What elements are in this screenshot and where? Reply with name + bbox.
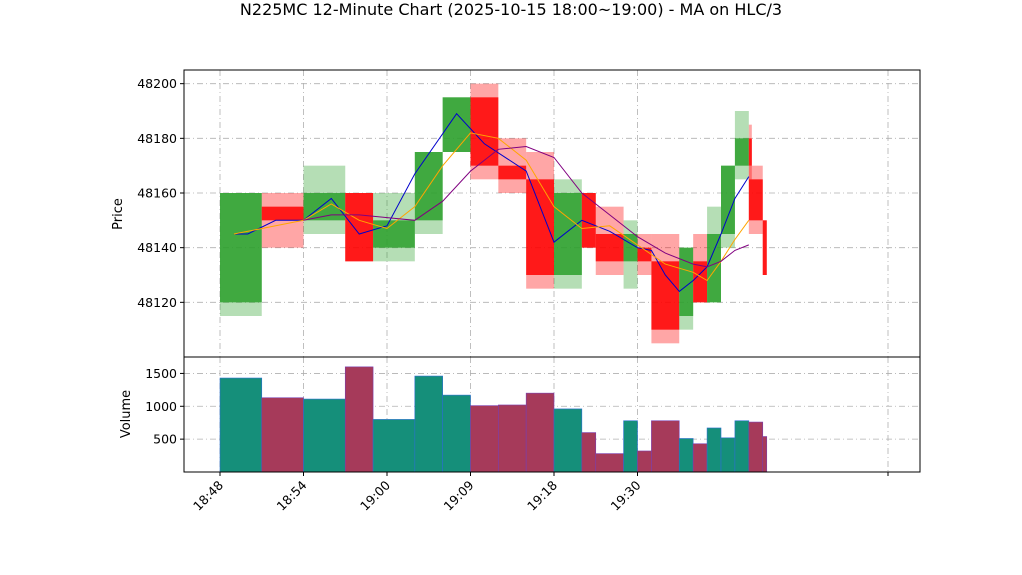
price-tick-label: 48180 xyxy=(137,131,177,146)
candle-body xyxy=(651,261,680,330)
candle xyxy=(748,124,752,180)
candle-body xyxy=(721,165,735,234)
volume-bar xyxy=(720,437,736,473)
price-tick-label: 48120 xyxy=(137,295,177,310)
x-tick-label: 18:48 xyxy=(190,477,226,513)
candle xyxy=(693,234,708,303)
volume-bar xyxy=(637,450,652,473)
volume-bar xyxy=(595,453,624,473)
price-tick-label: 48160 xyxy=(137,186,177,201)
price-axis: 48120 48140 48160 48180 48200 xyxy=(137,76,184,310)
candle-body xyxy=(373,220,415,248)
candle xyxy=(707,206,721,303)
volume-panel-frame xyxy=(183,356,921,473)
volume-bar xyxy=(414,375,443,473)
volume-bar xyxy=(734,420,750,473)
candle-body xyxy=(693,261,708,303)
candle-body xyxy=(554,193,582,275)
volume-bar xyxy=(303,398,346,473)
ma-line xyxy=(233,112,750,293)
volume-bar xyxy=(344,366,374,473)
x-tick-label: 19:00 xyxy=(357,477,393,513)
candle xyxy=(414,152,443,234)
candle-body xyxy=(261,206,304,221)
candle xyxy=(303,165,346,234)
candle-body xyxy=(679,247,694,316)
x-tick-label: 18:54 xyxy=(274,477,310,513)
volume-tick-label: 1500 xyxy=(145,366,177,381)
volume-axis: 500 1000 1500 xyxy=(145,366,184,447)
candle xyxy=(679,247,694,330)
candle xyxy=(554,179,582,289)
candle xyxy=(595,206,624,275)
candle-body xyxy=(526,179,554,275)
x-axis: 18:48 18:54 19:00 19:09 19:18 19:30 xyxy=(190,472,889,514)
candle xyxy=(526,152,554,289)
volume-bar xyxy=(706,427,722,473)
candle-body xyxy=(220,193,262,303)
volume-bar xyxy=(372,419,416,473)
candle-body xyxy=(345,193,374,262)
volume-bar xyxy=(762,436,768,473)
candle xyxy=(623,220,638,289)
candle xyxy=(442,97,471,152)
volume-bar xyxy=(678,438,694,473)
candle-body xyxy=(498,165,527,180)
candle xyxy=(762,220,767,275)
candle-body xyxy=(637,247,652,262)
volume-bar xyxy=(470,405,499,473)
volume-bar xyxy=(498,404,527,473)
candle-body xyxy=(748,179,763,221)
volume-tick-label: 500 xyxy=(153,432,177,447)
ma-line xyxy=(233,132,750,282)
candle xyxy=(734,111,749,180)
candle xyxy=(373,193,415,262)
volume-ylabel: Volume xyxy=(119,390,134,438)
candle xyxy=(748,165,763,234)
candle-body xyxy=(470,97,499,166)
volume-bar xyxy=(748,421,764,473)
ma-line xyxy=(303,145,749,268)
candle-body xyxy=(762,220,767,275)
price-ylabel: Price xyxy=(111,198,126,230)
candle xyxy=(220,193,262,316)
candle xyxy=(637,234,652,275)
volume-bar xyxy=(442,394,471,473)
candle-body xyxy=(748,138,752,166)
candle-body xyxy=(734,138,749,166)
candle-body xyxy=(623,234,638,262)
volume-bar xyxy=(651,420,680,473)
volume-bar xyxy=(623,420,638,473)
volume-bar xyxy=(219,377,263,473)
volume-bar xyxy=(581,432,597,473)
price-tick-label: 48140 xyxy=(137,240,177,255)
candle xyxy=(470,83,499,180)
candle-body xyxy=(442,97,471,152)
candle xyxy=(345,193,374,262)
x-tick-label: 19:09 xyxy=(441,477,477,513)
chart-title: N225MC 12-Minute Chart (2025-10-15 18:00… xyxy=(239,0,783,19)
candle xyxy=(651,234,680,344)
volume-bar xyxy=(525,392,555,473)
volume-bar xyxy=(261,397,304,473)
volume-tick-label: 1000 xyxy=(145,399,177,414)
price-candles xyxy=(220,83,767,344)
x-tick-label: 19:18 xyxy=(524,477,560,513)
volume-bar xyxy=(553,408,583,473)
price-tick-label: 48200 xyxy=(137,76,177,91)
candle xyxy=(721,165,735,248)
x-tick-label: 19:30 xyxy=(608,477,644,513)
candle-body xyxy=(707,234,721,303)
volume-bars xyxy=(219,366,768,473)
candle-body xyxy=(581,193,596,248)
volume-bar xyxy=(692,443,708,473)
candle xyxy=(581,193,596,248)
ma-lines xyxy=(233,112,750,293)
candle-body xyxy=(595,234,624,262)
